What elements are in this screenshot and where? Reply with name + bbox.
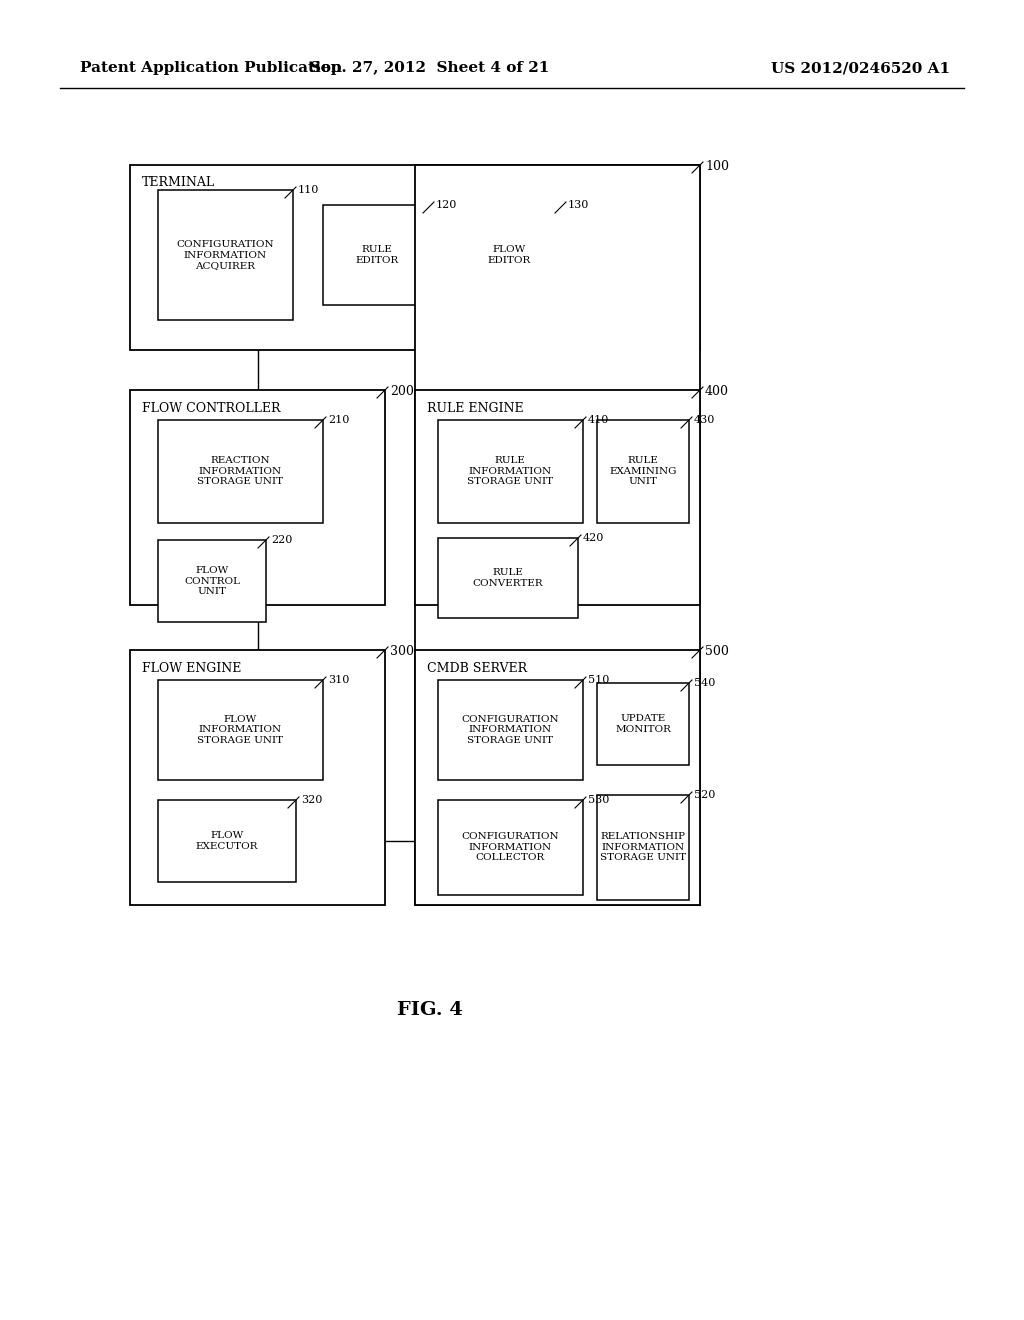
Text: FLOW
EDITOR: FLOW EDITOR (487, 246, 530, 265)
Bar (130, 165, 700, 350)
Text: 110: 110 (298, 185, 319, 195)
Text: FIG. 4: FIG. 4 (397, 1001, 463, 1019)
Text: FLOW
EXECUTOR: FLOW EXECUTOR (196, 832, 258, 850)
Text: 400: 400 (705, 385, 729, 399)
Text: 520: 520 (694, 789, 716, 800)
Text: 420: 420 (583, 533, 604, 543)
Bar (158, 540, 266, 622)
Text: RULE ENGINE: RULE ENGINE (427, 401, 523, 414)
Text: 210: 210 (328, 414, 349, 425)
Text: RULE
CONVERTER: RULE CONVERTER (473, 569, 544, 587)
Bar (158, 420, 323, 523)
Text: 130: 130 (568, 201, 590, 210)
Text: RULE
INFORMATION
STORAGE UNIT: RULE INFORMATION STORAGE UNIT (467, 457, 553, 486)
Text: UPDATE
MONITOR: UPDATE MONITOR (615, 714, 671, 734)
Bar (438, 539, 578, 618)
Text: 540: 540 (694, 678, 716, 688)
Text: CONFIGURATION
INFORMATION
COLLECTOR: CONFIGURATION INFORMATION COLLECTOR (461, 832, 559, 862)
Text: 100: 100 (705, 160, 729, 173)
Bar (597, 682, 689, 766)
Text: Sep. 27, 2012  Sheet 4 of 21: Sep. 27, 2012 Sheet 4 of 21 (310, 61, 550, 75)
Text: RELATIONSHIP
INFORMATION
STORAGE UNIT: RELATIONSHIP INFORMATION STORAGE UNIT (600, 832, 686, 862)
Text: 200: 200 (390, 385, 414, 399)
Text: 120: 120 (436, 201, 458, 210)
Text: TERMINAL: TERMINAL (142, 177, 215, 190)
Bar (415, 165, 700, 906)
Bar (415, 389, 700, 605)
Bar (158, 680, 323, 780)
Text: 430: 430 (694, 414, 716, 425)
Bar (323, 205, 431, 305)
Text: 500: 500 (705, 645, 729, 657)
Bar (438, 680, 583, 780)
Text: 320: 320 (301, 795, 323, 805)
Bar (438, 420, 583, 523)
Bar (158, 190, 293, 319)
Text: REACTION
INFORMATION
STORAGE UNIT: REACTION INFORMATION STORAGE UNIT (197, 457, 283, 486)
Text: RULE
EDITOR: RULE EDITOR (355, 246, 398, 265)
Bar (415, 649, 700, 906)
Bar (455, 205, 563, 305)
Text: FLOW CONTROLLER: FLOW CONTROLLER (142, 401, 281, 414)
Text: FLOW
CONTROL
UNIT: FLOW CONTROL UNIT (184, 566, 240, 595)
Bar (597, 795, 689, 900)
Bar (158, 800, 296, 882)
Text: 300: 300 (390, 645, 414, 657)
Text: 310: 310 (328, 675, 349, 685)
Text: RULE
EXAMINING
UNIT: RULE EXAMINING UNIT (609, 457, 677, 486)
Bar (597, 420, 689, 523)
Text: US 2012/0246520 A1: US 2012/0246520 A1 (771, 61, 950, 75)
Text: CMDB SERVER: CMDB SERVER (427, 661, 527, 675)
Text: 410: 410 (588, 414, 609, 425)
Text: CONFIGURATION
INFORMATION
ACQUIRER: CONFIGURATION INFORMATION ACQUIRER (176, 240, 273, 269)
Text: 510: 510 (588, 675, 609, 685)
Text: Patent Application Publication: Patent Application Publication (80, 61, 342, 75)
Text: 530: 530 (588, 795, 609, 805)
Text: CONFIGURATION
INFORMATION
STORAGE UNIT: CONFIGURATION INFORMATION STORAGE UNIT (461, 715, 559, 744)
Bar (130, 389, 385, 605)
Bar (438, 800, 583, 895)
Bar (130, 649, 385, 906)
Text: FLOW
INFORMATION
STORAGE UNIT: FLOW INFORMATION STORAGE UNIT (197, 715, 283, 744)
Text: FLOW ENGINE: FLOW ENGINE (142, 661, 242, 675)
Text: 220: 220 (271, 535, 293, 545)
